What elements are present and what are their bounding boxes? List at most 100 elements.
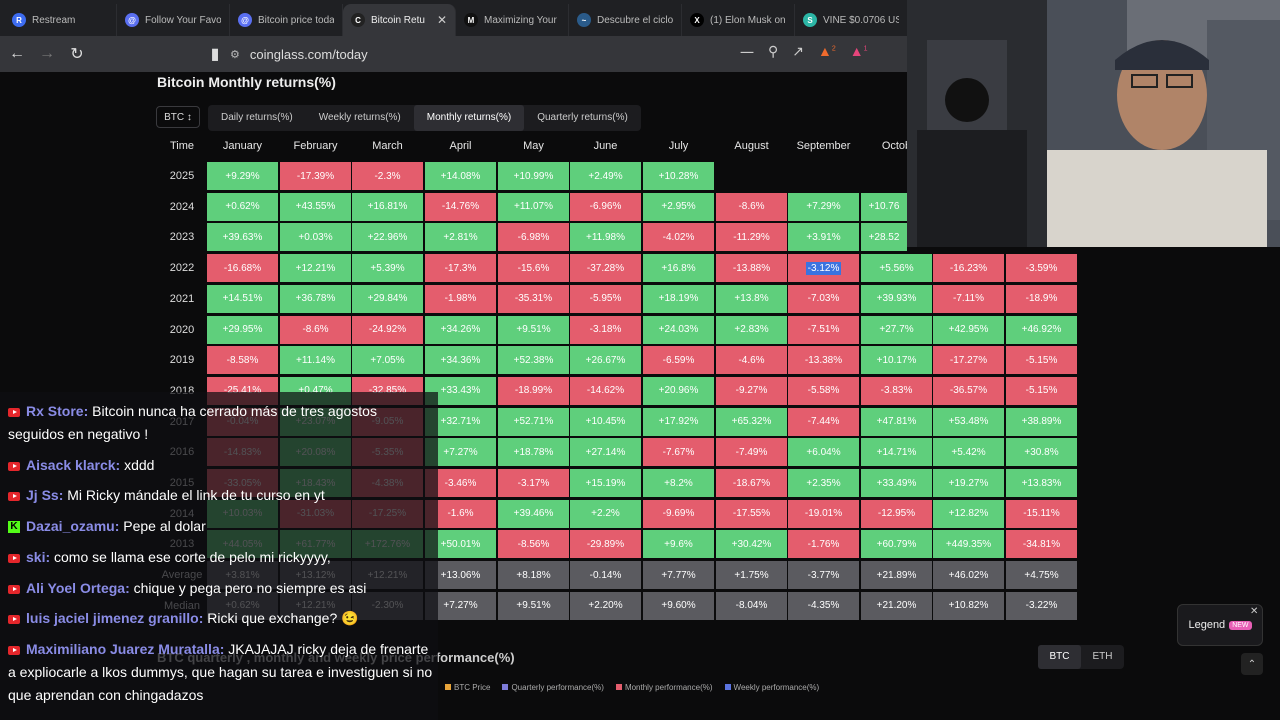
return-cell: -17.27% — [933, 346, 1004, 375]
tab-title: Descubre el ciclo c — [597, 14, 673, 26]
return-cell: +8.18% — [498, 561, 569, 590]
close-tab-icon[interactable]: ✕ — [436, 13, 447, 27]
currency-tab-btc[interactable]: BTC — [1038, 645, 1081, 669]
return-cell: +27.14% — [570, 438, 641, 467]
period-tab-3[interactable]: Quarterly returns(%) — [537, 112, 628, 123]
currency-tab-eth[interactable]: ETH — [1092, 651, 1113, 662]
share-icon[interactable]: ↗ — [792, 43, 804, 59]
period-tabs: Daily returns(%) Weekly returns(%) Monthly… — [208, 105, 641, 131]
chat-author: Rx Store: — [26, 403, 93, 419]
legend-item[interactable]: BTC Price — [445, 683, 490, 692]
return-cell: +17.92% — [643, 407, 714, 436]
chart-icon: ~ — [577, 13, 591, 27]
url-text[interactable]: coinglass.com/today — [249, 46, 368, 62]
return-cell: +449.35% — [933, 530, 1004, 559]
period-tab-1[interactable]: Weekly returns(%) — [318, 112, 401, 123]
tab-6[interactable]: X (1) Elon Musk on X — [682, 4, 795, 36]
return-cell: +65.32% — [716, 407, 787, 436]
reload-icon[interactable]: ↻ — [70, 46, 84, 63]
return-cell: +9.51% — [498, 591, 569, 620]
time-header: Time — [169, 140, 195, 152]
return-cell: -9.69% — [643, 499, 714, 528]
month-header: June — [593, 140, 618, 152]
return-cell: +10.17% — [861, 346, 932, 375]
return-cell: -7.67% — [643, 438, 714, 467]
legend-item[interactable]: Monthly performance(%) — [615, 683, 713, 692]
return-cell: +10.45% — [570, 407, 641, 436]
brave-rewards-icon[interactable]: ▲1 — [849, 43, 868, 59]
currency-toggle: BTC ETH — [1038, 645, 1124, 669]
site-info-icon[interactable]: ⚙ — [230, 48, 240, 61]
return-cell: +14.71% — [861, 438, 932, 467]
return-cell: -8.6% — [716, 192, 787, 221]
return-cell: +10.76 — [861, 192, 907, 221]
return-cell: +5.42% — [933, 438, 1004, 467]
address-bar[interactable]: ⚙ coinglass.com/today — [230, 41, 910, 67]
forward-icon[interactable]: → — [39, 45, 55, 62]
return-cell: -18.99% — [498, 376, 569, 405]
legend-button[interactable]: Legend NEW — [1177, 604, 1263, 646]
year-label: 2023 — [169, 231, 195, 244]
back-icon[interactable]: ← — [9, 45, 25, 62]
tab-3[interactable]: C Bitcoin Retu ✕ — [343, 4, 456, 36]
close-icon[interactable]: ✕ — [1250, 606, 1259, 617]
chat-message: Jj Ss: Mi Ricky mándale el link de tu cu… — [8, 484, 436, 507]
browser-app-icon: @ — [238, 13, 252, 27]
tab-7[interactable]: S VINE $0.0706 USD — [795, 4, 908, 36]
return-cell: +46.02% — [933, 561, 1004, 590]
chat-text: Bitcoin nunca ha cerrado más de tres ago… — [8, 403, 377, 442]
return-cell: -6.98% — [498, 223, 569, 252]
return-cell: +20.96% — [643, 376, 714, 405]
tab-title: Bitcoin price toda — [258, 14, 334, 26]
translate-icon[interactable]: 一 — [740, 45, 754, 61]
chat-author: Maximiliano Juarez Muratalla: — [26, 641, 229, 657]
tab-title: (1) Elon Musk on X — [710, 14, 786, 26]
tab-2[interactable]: @ Bitcoin price toda — [230, 4, 343, 36]
return-cell: -2.3% — [352, 162, 423, 190]
chart-legend: BTC Price Quarterly performance(%) Monthly… — [445, 683, 819, 692]
chat-text: como se llama ese corte de pelo mi ricky… — [54, 549, 331, 565]
scroll-top-icon[interactable]: ⌃ — [1241, 653, 1263, 675]
return-cell: +39.93% — [861, 284, 932, 313]
return-cell: -14.62% — [570, 376, 641, 405]
return-cell: -6.96% — [570, 192, 641, 221]
legend-item[interactable]: Quarterly performance(%) — [502, 683, 604, 692]
tab-5[interactable]: ~ Descubre el ciclo c — [569, 4, 682, 36]
return-cell: +0.62% — [207, 192, 278, 221]
new-badge: NEW — [1229, 620, 1252, 630]
bookmark-icon[interactable]: ▮ — [210, 46, 220, 63]
return-cell: +43.55% — [280, 192, 351, 221]
month-header: July — [668, 140, 689, 152]
return-cell: -14.76% — [425, 192, 496, 221]
return-cell: +7.05% — [352, 346, 423, 375]
period-tab-2[interactable]: Monthly returns(%) — [413, 105, 525, 131]
return-cell: -5.95% — [570, 284, 641, 313]
youtube-icon — [8, 491, 20, 501]
brave-shield-icon[interactable]: ▲2 — [818, 43, 836, 59]
tab-4[interactable]: M Maximizing Your C — [456, 4, 569, 36]
return-cell: +21.89% — [861, 561, 932, 590]
return-cell: +15.19% — [570, 469, 641, 497]
return-cell: -5.58% — [788, 376, 859, 405]
return-cell: +16.8% — [643, 254, 714, 283]
return-cell: -8.04% — [716, 591, 787, 620]
return-cell: +11.07% — [498, 192, 569, 221]
tab-0[interactable]: R Restream — [4, 4, 117, 36]
tab-1[interactable]: @ Follow Your Favou — [117, 4, 230, 36]
year-label: 2019 — [169, 354, 195, 367]
return-cell: +1.75% — [716, 561, 787, 590]
return-cell: +2.81% — [425, 223, 496, 252]
return-cell: +47.81% — [861, 407, 932, 436]
return-cell: +36.78% — [280, 284, 351, 313]
return-cell: -9.27% — [716, 376, 787, 405]
youtube-icon — [8, 614, 20, 624]
period-tab-0[interactable]: Daily returns(%) — [221, 112, 293, 123]
return-cell: +34.36% — [425, 346, 496, 375]
return-cell: +30.42% — [716, 530, 787, 559]
coin-select[interactable]: BTC ↕ — [156, 106, 200, 128]
legend-item[interactable]: Weekly performance(%) — [724, 683, 819, 692]
zoom-icon[interactable]: ⚲ — [768, 43, 779, 59]
return-cell: +11.98% — [570, 223, 641, 252]
return-cell: +2.35% — [788, 469, 859, 497]
tab-title: Maximizing Your C — [484, 14, 560, 26]
